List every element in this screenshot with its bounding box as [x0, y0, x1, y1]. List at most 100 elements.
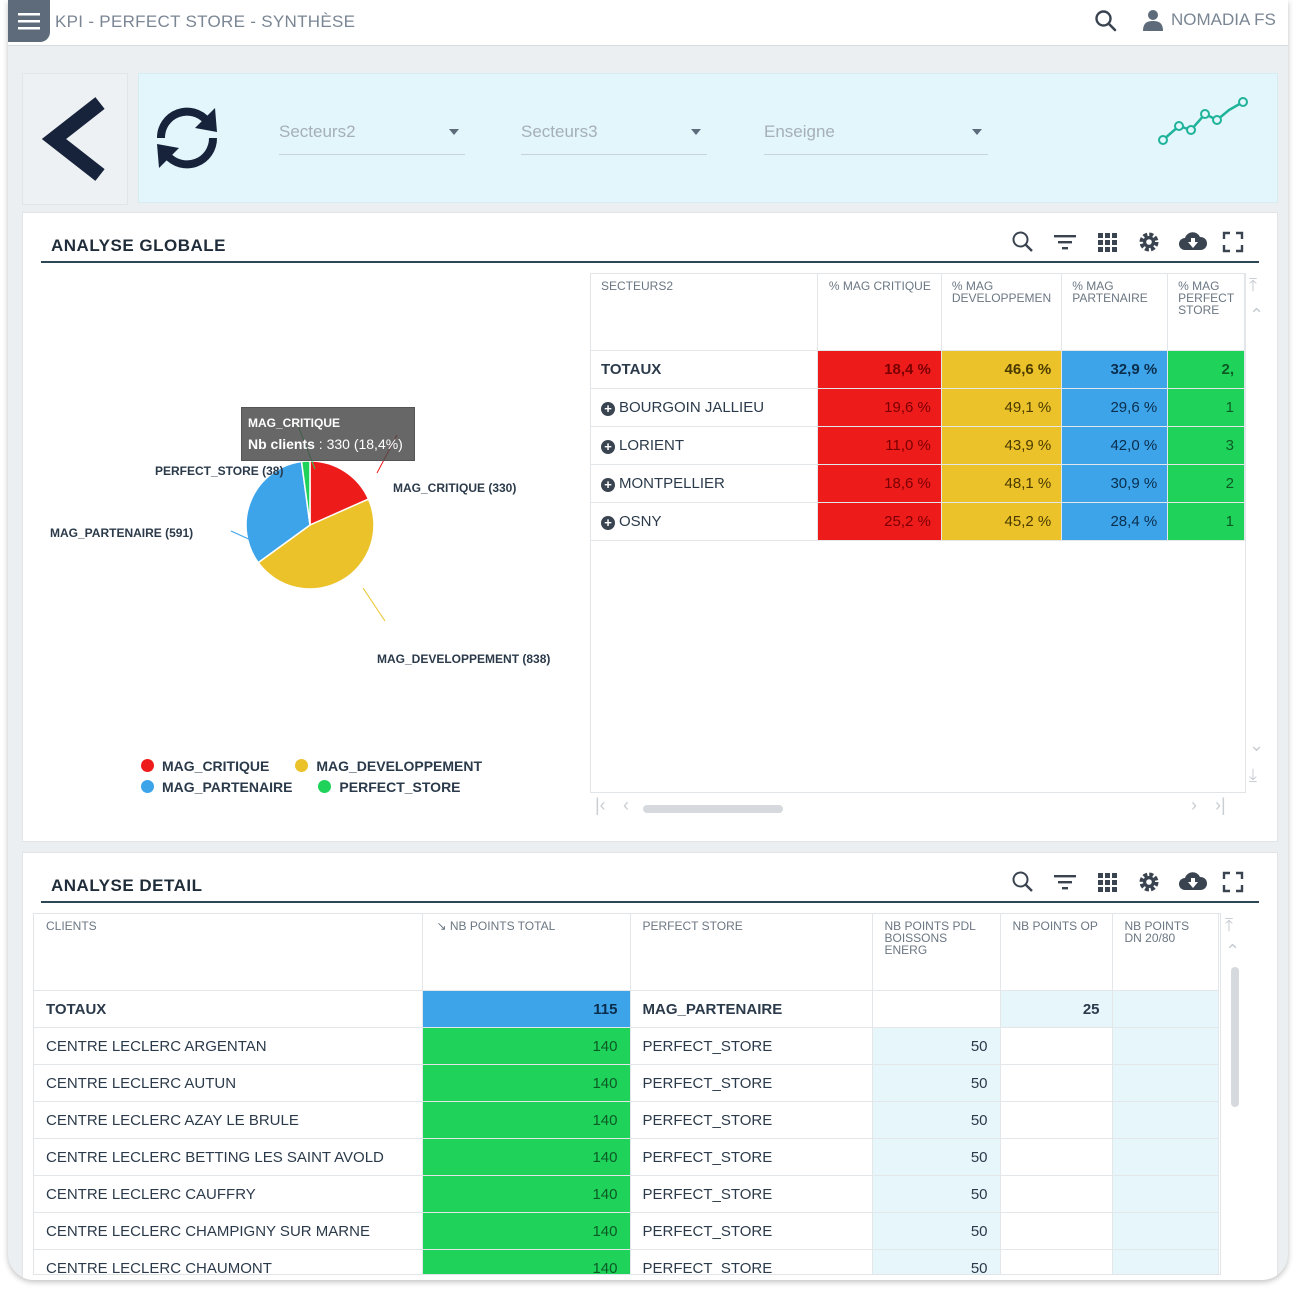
table-row[interactable]: + OSNY 25,2 % 45,2 % 28,4 % 1	[591, 502, 1245, 541]
col-header-perfect-store[interactable]: % MAG PERFECT STORE	[1167, 274, 1245, 351]
cell-pdl	[872, 990, 1001, 1028]
columns-icon[interactable]	[1095, 230, 1119, 254]
scroll-up-icon[interactable]: ⌃	[1249, 305, 1265, 325]
col-header-developpement[interactable]: % MAG DEVELOPPEMEN	[941, 274, 1063, 351]
page-first-icon[interactable]: |‹	[595, 795, 606, 815]
expand-plus-icon[interactable]: +	[601, 440, 615, 454]
cell-name: TOTAUX	[591, 350, 819, 389]
cell-total: 140	[422, 1138, 631, 1176]
trend-chart-icon[interactable]	[1157, 96, 1249, 153]
search-icon[interactable]	[1011, 230, 1035, 254]
col-header-nb-points-op[interactable]: NB POINTS OP	[1000, 914, 1113, 991]
expand-plus-icon[interactable]: +	[601, 478, 615, 492]
table-row[interactable]: CENTRE LECLERC AZAY LE BRULE 140 PERFECT…	[34, 1101, 1219, 1139]
global-panel-header: ANALYSE GLOBALE	[41, 230, 1259, 263]
filter-secteurs2[interactable]: Secteurs2	[279, 119, 465, 155]
expand-plus-icon[interactable]: +	[601, 516, 615, 530]
expand-plus-icon[interactable]: +	[601, 402, 615, 416]
scroll-up-icon[interactable]: ⌃	[1225, 941, 1241, 961]
scroll-top-icon[interactable]: ⤒	[1225, 915, 1233, 935]
table-row[interactable]: + MONTPELLIER 18,6 % 48,1 % 30,9 % 2	[591, 464, 1245, 503]
col-header-clients[interactable]: CLIENTS	[34, 914, 423, 991]
col-header-perfect-store[interactable]: PERFECT STORE	[630, 914, 873, 991]
cell-op	[1000, 1138, 1113, 1176]
global-grid: SECTEURS2 % MAG CRITIQUE % MAG DEVELOPPE…	[590, 273, 1246, 793]
cell-developpement: 46,6 %	[941, 350, 1063, 389]
horizontal-scrollbar[interactable]	[643, 805, 783, 813]
cell-dn	[1112, 1064, 1219, 1102]
table-row-totaux: TOTAUX 115 MAG_PARTENAIRE 25	[34, 990, 1219, 1028]
filter-secteurs3[interactable]: Secteurs3	[521, 119, 707, 155]
filter-secteurs3-label: Secteurs3	[521, 122, 598, 141]
panel-title: ANALYSE GLOBALE	[51, 236, 227, 255]
user-menu[interactable]: NOMADIA FS	[1143, 9, 1276, 31]
table-row[interactable]: + LORIENT 11,0 % 43,9 % 42,0 % 3	[591, 426, 1245, 465]
pie-slice-mag-critique[interactable]	[309, 460, 370, 527]
col-header-partenaire[interactable]: % MAG PARTENAIRE	[1061, 274, 1169, 351]
cell-name: LORIENT	[619, 437, 685, 454]
menu-button[interactable]	[8, 0, 50, 42]
gear-icon[interactable]	[1137, 230, 1161, 254]
col-header-nb-points-pdl[interactable]: NB POINTS PDL BOISSONS ENERG	[872, 914, 1001, 991]
cell-client: CENTRE LECLERC AZAY LE BRULE	[34, 1101, 423, 1139]
cloud-download-icon[interactable]	[1179, 230, 1208, 254]
legend-item-critique[interactable]: MAG_CRITIQUE	[141, 758, 269, 774]
page-prev-icon[interactable]: ‹	[623, 795, 629, 815]
cell-op	[1000, 1249, 1113, 1274]
cell-perfect-store: 1	[1167, 388, 1245, 427]
scroll-down-icon[interactable]: ⌄	[1249, 735, 1265, 755]
filter-band: Secteurs2 Secteurs3 Enseigne	[138, 73, 1278, 203]
cell-partenaire: 29,6 %	[1061, 388, 1169, 427]
table-row[interactable]: CENTRE LECLERC ARGENTAN 140 PERFECT_STOR…	[34, 1027, 1219, 1065]
cell-store: PERFECT_STORE	[630, 1101, 873, 1139]
cell-partenaire: 42,0 %	[1061, 426, 1169, 465]
cell-partenaire: 28,4 %	[1061, 502, 1169, 541]
cell-critique: 11,0 %	[817, 426, 942, 465]
scroll-top-icon[interactable]: ⤒	[1249, 275, 1257, 295]
back-button[interactable]	[22, 73, 128, 205]
legend-item-partenaire[interactable]: MAG_PARTENAIRE	[141, 779, 292, 795]
cloud-download-icon[interactable]	[1179, 870, 1208, 894]
scroll-bottom-icon[interactable]: ⤓	[1249, 765, 1257, 785]
global-table: SECTEURS2 % MAG CRITIQUE % MAG DEVELOPPE…	[591, 274, 1245, 541]
fullscreen-icon[interactable]	[1221, 870, 1245, 894]
cell-perfect-store: 1	[1167, 502, 1245, 541]
cell-client: CENTRE LECLERC CAUFFRY	[34, 1175, 423, 1213]
col-header-critique[interactable]: % MAG CRITIQUE	[817, 274, 942, 351]
legend-item-perfect-store[interactable]: PERFECT_STORE	[318, 778, 461, 795]
table-row[interactable]: CENTRE LECLERC CAUFFRY 140 PERFECT_STORE…	[34, 1175, 1219, 1213]
search-icon[interactable]	[1094, 9, 1118, 38]
refresh-icon[interactable]	[149, 100, 225, 181]
table-row[interactable]: CENTRE LECLERC CHAMPIGNY SUR MARNE 140 P…	[34, 1212, 1219, 1250]
filter-icon[interactable]	[1053, 870, 1077, 894]
table-row[interactable]: CENTRE LECLERC AUTUN 140 PERFECT_STORE 5…	[34, 1064, 1219, 1102]
col-header-secteurs2[interactable]: SECTEURS2	[591, 274, 819, 351]
table-row-totaux: TOTAUX 18,4 % 46,6 % 32,9 % 2,	[591, 350, 1245, 389]
page-last-icon[interactable]: ›|	[1215, 795, 1226, 815]
cell-total: 140	[422, 1175, 631, 1213]
filter-enseigne[interactable]: Enseigne	[764, 119, 988, 155]
col-header-nb-points-total[interactable]: ↘ NB POINTS TOTAL	[422, 914, 631, 991]
cell-partenaire: 30,9 %	[1061, 464, 1169, 503]
col-header-nb-points-dn[interactable]: NB POINTS DN 20/80	[1112, 914, 1219, 991]
page-next-icon[interactable]: ›	[1191, 795, 1197, 815]
filter-icon[interactable]	[1053, 230, 1077, 254]
cell-client: TOTAUX	[34, 990, 423, 1028]
table-row[interactable]: CENTRE LECLERC BETTING LES SAINT AVOLD 1…	[34, 1138, 1219, 1176]
table-row[interactable]: CENTRE LECLERC CHAUMONT 140 PERFECT_STOR…	[34, 1249, 1219, 1274]
cell-dn	[1112, 1101, 1219, 1139]
gear-icon[interactable]	[1137, 870, 1161, 894]
pie-label-partenaire: MAG_PARTENAIRE (591)	[50, 526, 193, 540]
columns-icon[interactable]	[1095, 870, 1119, 894]
cell-store: PERFECT_STORE	[630, 1064, 873, 1102]
pie-slice-mag-partenaire[interactable]	[245, 460, 311, 564]
pie-slice-mag-developpement[interactable]	[257, 498, 375, 590]
legend-label: PERFECT_STORE	[339, 778, 461, 795]
vertical-scrollbar[interactable]	[1231, 967, 1239, 1107]
table-row[interactable]: + BOURGOIN JALLIEU 19,6 % 49,1 % 29,6 % 1	[591, 388, 1245, 427]
search-icon[interactable]	[1011, 870, 1035, 894]
legend-item-developpement[interactable]: MAG_DEVELOPPEMENT	[295, 758, 482, 774]
cell-total: 140	[422, 1064, 631, 1102]
pie-slice-perfect-store[interactable]	[300, 460, 311, 526]
fullscreen-icon[interactable]	[1221, 230, 1245, 254]
